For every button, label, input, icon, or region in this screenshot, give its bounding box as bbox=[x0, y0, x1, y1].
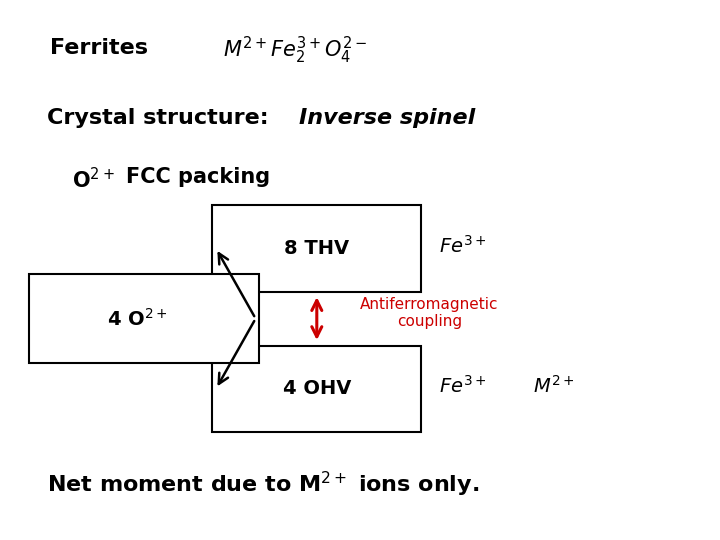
Text: 8 THV: 8 THV bbox=[284, 239, 349, 258]
Text: $\mathit{Fe}^{3+}$: $\mathit{Fe}^{3+}$ bbox=[439, 375, 487, 397]
Text: Net moment due to M$^{2+}$ ions only.: Net moment due to M$^{2+}$ ions only. bbox=[47, 470, 479, 499]
Text: FCC packing: FCC packing bbox=[126, 167, 270, 187]
Text: Crystal structure:: Crystal structure: bbox=[47, 108, 276, 128]
Text: Inverse spinel: Inverse spinel bbox=[299, 108, 475, 128]
Text: 4 O$^{2+}$: 4 O$^{2+}$ bbox=[107, 308, 167, 329]
FancyBboxPatch shape bbox=[29, 274, 259, 363]
Text: O$^{2+}$: O$^{2+}$ bbox=[72, 167, 114, 193]
Text: 4 OHV: 4 OHV bbox=[283, 379, 351, 399]
FancyBboxPatch shape bbox=[212, 205, 421, 292]
Text: $\mathit{M}^{2+}$: $\mathit{M}^{2+}$ bbox=[533, 375, 575, 397]
Text: $\mathit{Fe}^{3+}$: $\mathit{Fe}^{3+}$ bbox=[439, 235, 487, 256]
Text: Antiferromagnetic
coupling: Antiferromagnetic coupling bbox=[360, 297, 498, 329]
Text: $\mathit{M}^{2+}\mathit{Fe}_2^{3+}\mathit{O}_4^{2-}$: $\mathit{M}^{2+}\mathit{Fe}_2^{3+}\mathi… bbox=[223, 35, 367, 66]
Text: Ferrites: Ferrites bbox=[50, 38, 148, 58]
FancyBboxPatch shape bbox=[212, 346, 421, 432]
